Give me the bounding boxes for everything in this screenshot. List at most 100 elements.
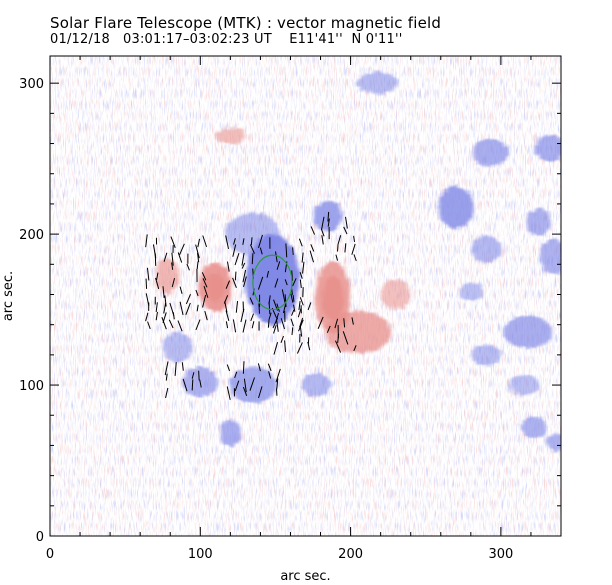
field-vector (273, 342, 279, 355)
field-vector (226, 364, 230, 372)
field-vector (259, 247, 263, 255)
field-vector (242, 361, 245, 374)
field-vector (284, 279, 288, 286)
field-vector (275, 368, 281, 383)
observation-position: E11'41'' N 0'11'' (289, 32, 403, 47)
polarity-region-negative (228, 366, 277, 404)
field-vector (266, 270, 270, 278)
field-vector (337, 235, 342, 245)
field-vector (201, 272, 207, 281)
polarity-region-negative (162, 332, 193, 363)
polarity-region-negative (219, 419, 241, 447)
field-vector (326, 325, 331, 333)
field-vector (202, 278, 208, 288)
field-vector (162, 286, 165, 299)
field-vector (249, 297, 254, 305)
field-vector (182, 378, 188, 392)
field-vector (169, 302, 175, 316)
field-vector (146, 267, 150, 281)
field-vector (171, 262, 174, 270)
field-vector (168, 319, 174, 329)
field-vector (165, 387, 169, 399)
polarity-region-negative (300, 372, 332, 398)
field-vector (179, 286, 183, 294)
field-vector (353, 235, 356, 243)
field-vector (298, 300, 301, 310)
field-vector (284, 340, 287, 352)
y-tick-label: 300 (19, 77, 44, 92)
polarity-region-negative (545, 433, 561, 452)
field-vector (276, 378, 279, 389)
field-vector (321, 235, 324, 245)
polarity-core-negative (256, 252, 289, 307)
y-tick-label: 100 (19, 379, 44, 394)
field-vector (257, 276, 264, 290)
polarity-region-negative (437, 185, 474, 229)
field-vector (145, 278, 148, 289)
field-vector (257, 363, 261, 372)
field-vector (249, 244, 255, 254)
x-axis-label: arc sec. (280, 569, 330, 584)
field-vector (225, 280, 230, 289)
field-vector (299, 272, 303, 279)
field-vector (177, 320, 183, 332)
field-vector (195, 289, 199, 297)
field-vector (284, 294, 287, 308)
field-vector (291, 309, 295, 316)
polarity-regions (155, 72, 561, 452)
field-vector (351, 317, 354, 325)
field-vector (195, 244, 200, 259)
field-vector (327, 211, 330, 222)
polarity-region-negative (520, 416, 548, 438)
field-vector (195, 319, 201, 331)
polarity-region-positive (325, 311, 392, 354)
field-vector (298, 238, 303, 247)
field-vector (280, 318, 285, 330)
plot-area (50, 56, 561, 536)
y-axis-label: arc sec. (1, 271, 16, 321)
field-vector (343, 318, 346, 328)
field-vector (186, 263, 190, 271)
field-vector (299, 279, 302, 289)
polarity-region-negative (470, 235, 501, 263)
field-vector (196, 304, 199, 312)
field-vector (177, 252, 183, 263)
field-vector (198, 370, 200, 381)
field-vector (310, 244, 315, 252)
y-tick-label: 0 (36, 530, 44, 545)
field-vector (258, 386, 263, 399)
field-vector (250, 313, 255, 322)
background-noise (50, 56, 561, 536)
field-vector (317, 316, 324, 329)
field-vector (268, 371, 272, 379)
field-vector (199, 379, 202, 388)
polarity-region-negative (470, 344, 501, 366)
field-vector (155, 277, 160, 290)
field-vector (197, 252, 200, 263)
field-vector (145, 293, 150, 306)
x-tick-label: 300 (488, 547, 513, 562)
field-vector (203, 285, 209, 298)
field-vector (274, 278, 279, 288)
observation-info: 01/12/18 03:01:17–03:02:23 UT E11'41'' N… (50, 32, 403, 47)
field-vector (290, 318, 294, 327)
polarity-core-positive (321, 275, 344, 320)
field-vector (258, 234, 263, 249)
polarity-region-negative (535, 134, 561, 162)
field-vector (276, 319, 279, 332)
field-vector (235, 301, 239, 313)
field-vector (234, 380, 240, 392)
polarity-region-negative (458, 282, 483, 301)
field-vector (234, 371, 238, 379)
field-vector (291, 327, 294, 336)
field-vector (280, 335, 284, 343)
polarity-inversion-contour (252, 254, 293, 311)
plot-border (49, 55, 562, 537)
field-vector (165, 373, 168, 381)
field-vector (161, 316, 167, 330)
field-vector (344, 243, 347, 253)
field-vector (299, 326, 303, 337)
field-vector (179, 301, 184, 316)
x-tick-label: 100 (188, 547, 213, 562)
